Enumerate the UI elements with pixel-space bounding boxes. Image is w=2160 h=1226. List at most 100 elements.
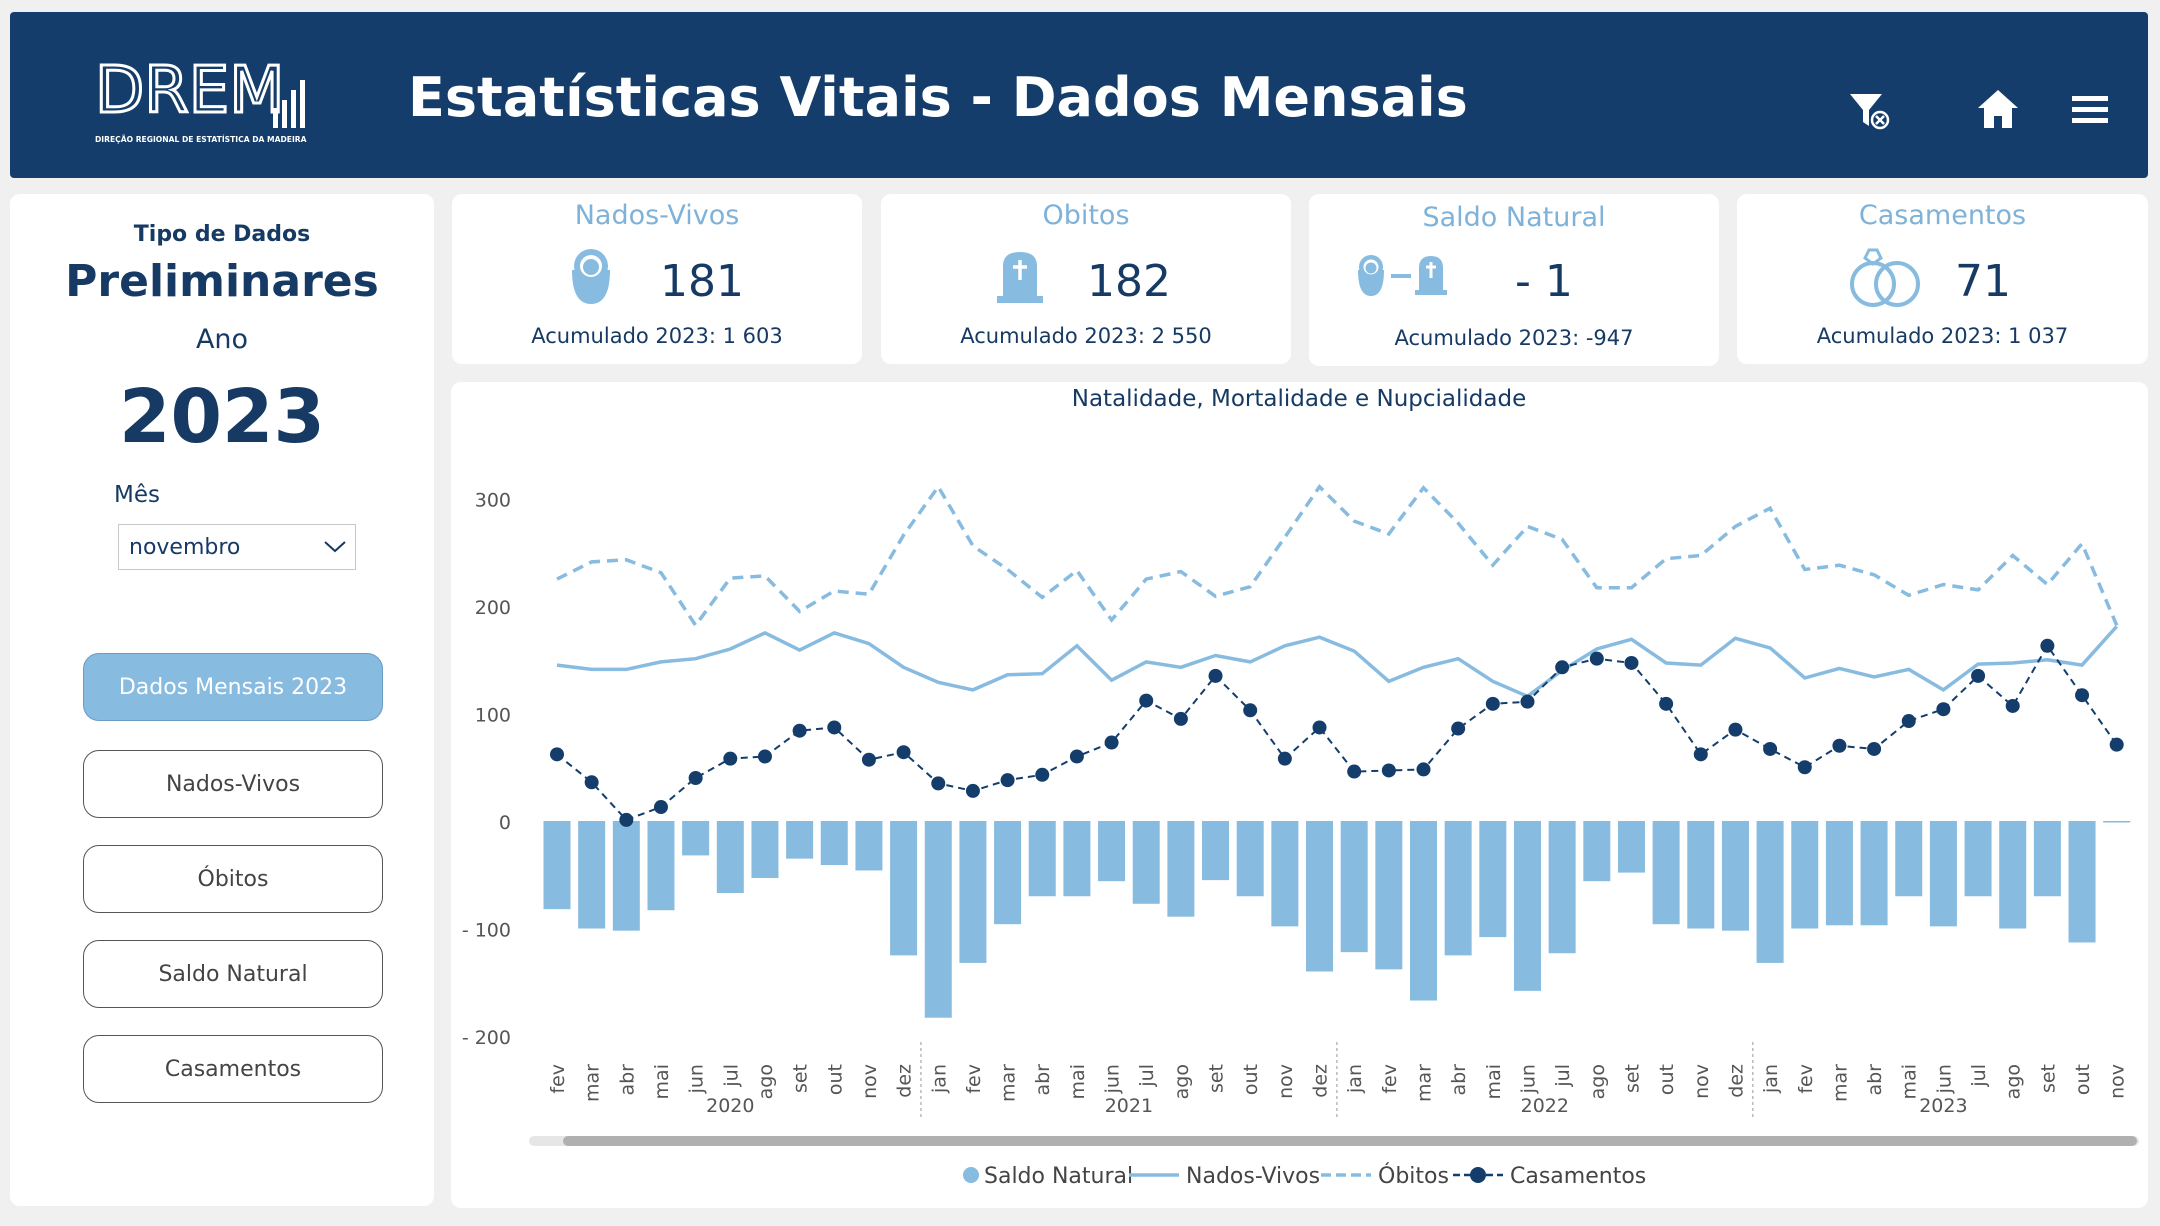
- bar-saldo-natural: [994, 821, 1022, 925]
- x-tick-label: jul: [720, 1064, 742, 1088]
- bar-saldo-natural: [578, 821, 606, 929]
- bar-saldo-natural: [1721, 821, 1749, 931]
- bar-saldo-natural: [959, 821, 987, 963]
- x-tick-label: jul: [1136, 1064, 1158, 1088]
- kpi-card-saldo-natural: Saldo Natural - 1 Acumulado 2023: -947: [1309, 194, 1719, 366]
- x-tick-label: set: [1206, 1064, 1228, 1093]
- bar-saldo-natural: [1791, 821, 1819, 929]
- saldo-natural-button[interactable]: Saldo Natural: [83, 940, 383, 1008]
- point-casamentos: [1208, 668, 1223, 683]
- x-tick-label: ago: [1587, 1064, 1609, 1099]
- bar-saldo-natural: [647, 821, 675, 911]
- kpi-card-obitos: Obitos 182 Acumulado 2023: 2 550: [881, 194, 1291, 364]
- home-icon[interactable]: [1972, 84, 2024, 136]
- vital-stats-chart: Natalidade, Mortalidade e Nupcialidade 30…: [462, 386, 2139, 1189]
- bar-saldo-natural: [890, 821, 918, 956]
- bar-saldo-natural: [1548, 821, 1576, 954]
- point-casamentos: [584, 775, 599, 790]
- x-tick-label: mar: [582, 1064, 604, 1102]
- page-title: Estatísticas Vitais - Dados Mensais: [408, 66, 1468, 129]
- bar-saldo-natural: [1617, 821, 1645, 873]
- kpi-accumulated: Acumulado 2023: 1 603: [531, 324, 783, 348]
- filter-clear-icon[interactable]: [1842, 84, 1894, 136]
- tipo-dados-label: Tipo de Dados: [133, 222, 311, 247]
- x-tick-label: jan: [1344, 1064, 1366, 1094]
- point-casamentos: [688, 771, 703, 785]
- bar-saldo-natural: [1964, 821, 1992, 897]
- point-casamentos: [723, 751, 738, 766]
- x-tick-label: jun: [1102, 1064, 1124, 1094]
- x-tick-label: jan: [1760, 1064, 1782, 1094]
- rings-icon: [1850, 248, 1920, 307]
- point-casamentos: [1312, 720, 1327, 735]
- point-casamentos: [1347, 764, 1362, 779]
- x-tick-label: mai: [1899, 1064, 1921, 1099]
- kpi-card-nados-vivos: Nados-Vivos 181 Acumulado 2023: 1 603: [452, 194, 862, 364]
- bar-saldo-natural: [1825, 821, 1853, 926]
- bar-saldo-natural: [1895, 821, 1923, 897]
- x-tick-label: abr: [1864, 1064, 1886, 1096]
- kpi-value: - 1: [1515, 256, 1573, 307]
- point-casamentos: [1936, 702, 1951, 717]
- baby-icon: [572, 249, 610, 304]
- point-casamentos: [827, 720, 842, 735]
- bar-saldo-natural: [1063, 821, 1091, 897]
- baby-minus-grave-icon: [1358, 255, 1447, 296]
- casamentos-button[interactable]: Casamentos: [83, 1035, 383, 1103]
- point-casamentos: [1451, 721, 1466, 736]
- dados-mensais-button[interactable]: Dados Mensais 2023: [83, 653, 383, 721]
- bar-saldo-natural: [1513, 821, 1541, 991]
- menu-icon[interactable]: [2064, 84, 2116, 136]
- point-casamentos: [1139, 693, 1154, 708]
- bar-saldo-natural: [1999, 821, 2027, 929]
- point-casamentos: [1485, 696, 1500, 711]
- x-tick-label: nov: [1275, 1064, 1297, 1099]
- year-label: 2023: [1919, 1095, 1967, 1117]
- point-casamentos: [757, 749, 772, 764]
- point-casamentos: [1728, 722, 1743, 737]
- x-tick-label: mai: [1067, 1064, 1089, 1099]
- point-casamentos: [1381, 763, 1396, 778]
- y-tick-label: 100: [475, 705, 511, 727]
- x-tick-label: mai: [651, 1064, 673, 1099]
- month-dropdown[interactable]: novembro: [118, 524, 356, 570]
- obitos-button[interactable]: Óbitos: [83, 845, 383, 913]
- bar-saldo-natural: [1756, 821, 1784, 963]
- bar-saldo-natural: [543, 821, 571, 910]
- x-tick-label: set: [1621, 1064, 1643, 1093]
- bar-saldo-natural: [2103, 821, 2131, 823]
- bar-saldo-natural: [751, 821, 779, 878]
- bar-saldo-natural: [1375, 821, 1403, 970]
- line-casamentos: [556, 643, 2118, 822]
- point-casamentos: [1416, 762, 1431, 777]
- kpi-card-casamentos: Casamentos 71 Acumulado 2023: 1 037: [1737, 194, 2148, 364]
- bar-saldo-natural: [716, 821, 744, 894]
- x-tick-label: abr: [616, 1064, 638, 1096]
- x-tick-label: dez: [1725, 1064, 1747, 1098]
- point-casamentos: [2075, 688, 2090, 703]
- x-tick-label: mar: [1414, 1064, 1436, 1102]
- bar-saldo-natural: [1410, 821, 1437, 1001]
- point-casamentos: [1555, 660, 1570, 675]
- x-tick-label: jun: [1517, 1064, 1539, 1094]
- point-casamentos: [1797, 760, 1812, 775]
- y-tick-label: - 100: [462, 920, 511, 942]
- x-tick-label: jun: [1933, 1064, 1955, 1094]
- year-label: 2020: [706, 1095, 754, 1117]
- nados-vivos-button[interactable]: Nados-Vivos: [83, 750, 383, 818]
- bar-saldo-natural: [1167, 821, 1195, 917]
- bar-saldo-natural: [1202, 821, 1230, 881]
- bar-saldo-natural: [682, 821, 710, 856]
- x-tick-label: fev: [1379, 1064, 1401, 1094]
- x-tick-label: abr: [1032, 1064, 1054, 1096]
- bar-saldo-natural: [855, 821, 883, 871]
- bar-saldo-natural: [1132, 821, 1160, 904]
- legend-marker: [1470, 1167, 1486, 1183]
- chevron-down-icon: [324, 541, 346, 553]
- legend-label: Nados-Vivos: [1186, 1164, 1320, 1189]
- x-tick-label: out: [1656, 1064, 1678, 1095]
- bar-saldo-natural: [1098, 821, 1126, 882]
- y-tick-label: 0: [499, 812, 511, 834]
- point-casamentos: [1763, 741, 1778, 756]
- point-casamentos: [1243, 703, 1258, 718]
